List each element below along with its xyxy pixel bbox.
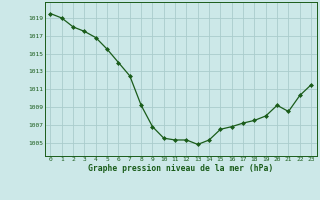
X-axis label: Graphe pression niveau de la mer (hPa): Graphe pression niveau de la mer (hPa) [88, 164, 273, 173]
